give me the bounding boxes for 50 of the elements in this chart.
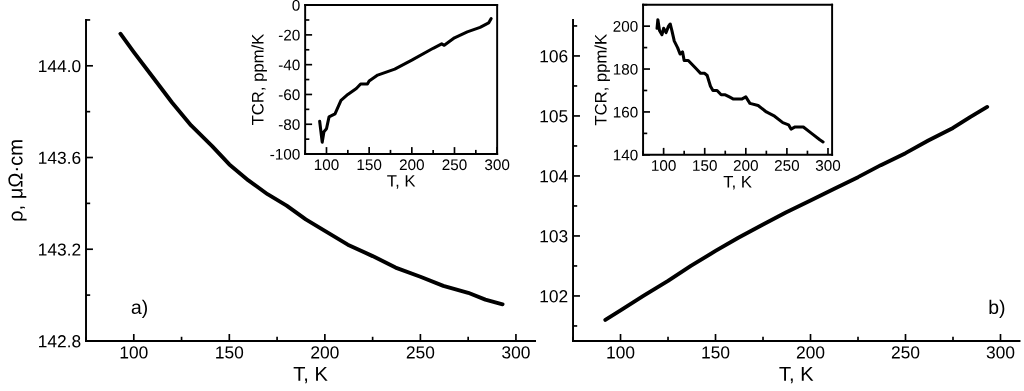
y-axis-title: TCR, ppm/K <box>251 33 267 126</box>
annotation: a) <box>131 299 147 318</box>
x-tick-label: 100 <box>607 346 635 359</box>
x-tick-label: 200 <box>796 346 825 359</box>
y-tick-label: 144.0 <box>39 59 81 73</box>
y-tick-label: 103 <box>540 230 568 243</box>
y-tick-label: 106 <box>540 50 568 63</box>
x-tick-label: 250 <box>891 346 920 359</box>
x-tick-label: 100 <box>120 346 148 359</box>
x-tick-label: 150 <box>693 160 717 171</box>
x-axis-title: T, K <box>779 366 814 384</box>
x-axis-title: T, K <box>387 175 416 189</box>
y-tick-label: 104 <box>540 170 568 183</box>
x-tick-label: 100 <box>314 159 339 171</box>
y-tick-label: 200 <box>613 21 638 32</box>
x-tick-label: 200 <box>311 346 339 359</box>
x-tick-label: 150 <box>216 346 244 359</box>
line-series <box>655 18 825 144</box>
y-tick-label: -40 <box>278 59 300 71</box>
x-tick-label: 250 <box>774 160 800 171</box>
x-tick-label: 300 <box>986 346 1015 359</box>
y-tick-label: 143.2 <box>39 243 81 256</box>
y-tick-label: 143.6 <box>39 151 81 164</box>
x-tick-label: 250 <box>406 346 435 359</box>
x-tick-label: 100 <box>652 160 676 171</box>
annotation: b) <box>989 299 1005 318</box>
line-series <box>318 16 493 144</box>
y-tick-label: 180 <box>613 63 638 75</box>
y-tick-label: 160 <box>613 106 638 118</box>
y-axis-title: ρ, μΩ·cm <box>8 140 27 221</box>
x-tick-label: 200 <box>399 159 424 171</box>
x-tick-label: 150 <box>702 346 730 359</box>
x-axis-title: T, K <box>723 175 752 190</box>
y-tick-label: -80 <box>278 119 300 130</box>
x-tick-label: 150 <box>357 159 382 171</box>
x-tick-label: 250 <box>442 159 467 171</box>
y-tick-label: -60 <box>278 89 300 101</box>
x-tick-label: 300 <box>484 159 510 171</box>
x-tick-label: 300 <box>502 346 530 359</box>
y-tick-label: -100 <box>270 148 300 160</box>
y-tick-label: 140 <box>613 149 638 161</box>
y-tick-label: 142.8 <box>39 335 81 348</box>
x-tick-label: 300 <box>815 160 841 171</box>
y-tick-label: 102 <box>540 290 568 303</box>
x-axis-title: T, K <box>293 366 328 384</box>
y-tick-label: 105 <box>540 110 568 123</box>
x-tick-label: 200 <box>733 160 758 171</box>
y-tick-label: -20 <box>278 29 300 41</box>
y-axis-title: TCR, ppm/K <box>594 34 610 126</box>
y-tick-label: 0 <box>292 0 300 11</box>
